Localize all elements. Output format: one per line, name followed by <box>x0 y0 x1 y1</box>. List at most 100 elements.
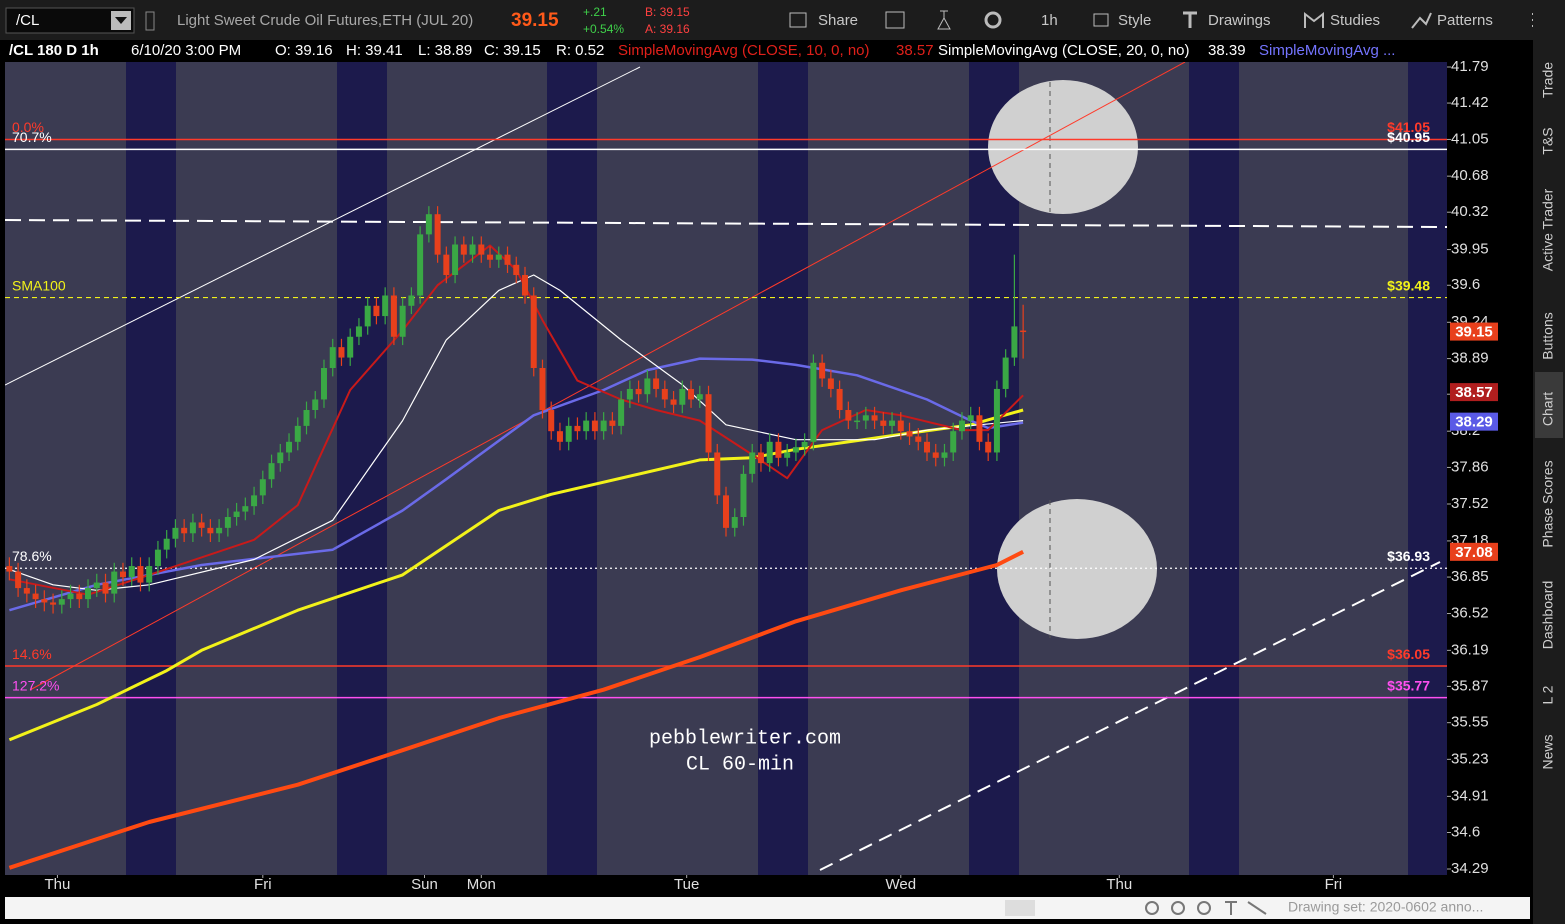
flask-icon[interactable] <box>937 10 951 30</box>
candle-body <box>294 425 301 442</box>
scroll-thumb[interactable] <box>1005 900 1035 916</box>
candle-body <box>58 599 65 605</box>
candle-body <box>941 452 948 458</box>
zoom-reset[interactable] <box>1171 901 1185 915</box>
candle-body <box>382 295 389 317</box>
level-name: SMA100 <box>12 277 66 293</box>
candle-body <box>23 588 30 594</box>
candle-body <box>443 254 450 276</box>
price-badge <box>1450 542 1498 561</box>
candle-body <box>810 362 817 442</box>
candle-body <box>513 264 520 276</box>
candle-body <box>277 452 284 464</box>
price-badge <box>1450 383 1498 402</box>
close-field: C: 39.15 <box>484 42 541 59</box>
candle-body <box>740 473 747 517</box>
moving-average <box>8 408 1024 742</box>
candle-body <box>565 425 572 442</box>
candle-body <box>286 441 293 453</box>
candle-body <box>609 420 616 426</box>
studies-button[interactable]: Studies <box>1330 12 1380 29</box>
candle-body <box>670 399 677 405</box>
candle-body <box>548 410 555 432</box>
moving-average <box>9 244 1024 596</box>
style-button[interactable]: Style <box>1118 12 1151 29</box>
candle-body <box>836 388 843 411</box>
sidebar-tab[interactable]: L 2 <box>1540 685 1556 704</box>
sidebar-tab[interactable]: Dashboard <box>1540 581 1556 650</box>
patterns-button[interactable]: Patterns <box>1437 12 1493 29</box>
candle-body <box>635 388 642 395</box>
candle-body <box>932 452 939 458</box>
sidebar-tab[interactable]: Phase Scores <box>1540 460 1556 547</box>
candle-body <box>889 420 896 426</box>
plot <box>5 62 1447 871</box>
price-badge <box>1450 412 1498 431</box>
candle-body <box>85 588 92 600</box>
candle-body <box>880 420 887 426</box>
candle-body <box>452 244 459 276</box>
sidebar-tab[interactable]: Chart <box>1540 392 1556 426</box>
price-badge-label: 37.08 <box>1455 544 1493 561</box>
candle-body <box>312 399 319 411</box>
candle-body <box>390 295 397 337</box>
symbol[interactable]: /CL <box>16 12 39 29</box>
candle-body <box>111 571 118 594</box>
zoom-out[interactable] <box>1145 901 1159 915</box>
candle-body <box>958 420 965 432</box>
drawings-button[interactable]: Drawings <box>1208 12 1271 29</box>
y-tick-label: 38.89 <box>1451 350 1489 367</box>
candle-body <box>993 388 1000 453</box>
candle-body <box>329 347 336 368</box>
sidebar-tab[interactable]: Buttons <box>1540 312 1556 359</box>
candle-body <box>679 388 686 405</box>
candle-body <box>399 305 406 337</box>
share-button[interactable]: Share <box>818 12 858 29</box>
candle-body <box>67 593 74 600</box>
candle-body <box>696 394 703 400</box>
x-tick-label: Fri <box>254 876 272 893</box>
sidebar-tab[interactable]: T&S <box>1540 127 1556 154</box>
sidebar-tab[interactable]: News <box>1540 734 1556 769</box>
candle-body <box>207 527 214 534</box>
candle-body <box>924 441 931 453</box>
candle-body <box>845 410 852 421</box>
candle-body <box>775 441 782 458</box>
candle-body <box>583 420 590 432</box>
dropdown-arrow <box>115 17 127 24</box>
change: +.21 <box>583 5 607 19</box>
candle-body <box>434 214 441 255</box>
zoom-tools[interactable] <box>1225 901 1267 915</box>
candle-body <box>976 415 983 442</box>
gear-icon[interactable] <box>984 11 1002 29</box>
highlight-circle <box>988 80 1138 214</box>
candle-body <box>626 388 633 400</box>
moving-average <box>8 550 1024 870</box>
price-badge-label: 39.15 <box>1455 324 1493 341</box>
y-tick-label: 37.86 <box>1451 458 1489 475</box>
candle-body <box>950 431 957 453</box>
candle-body <box>757 452 764 464</box>
y-tick-label: 41.42 <box>1451 94 1489 111</box>
zoom-in[interactable] <box>1197 901 1211 915</box>
ask: A: 39.16 <box>645 22 690 36</box>
snapshot-icon[interactable] <box>885 11 905 29</box>
link-icon[interactable] <box>145 11 155 31</box>
active-tab <box>1535 372 1563 438</box>
study-value: 38.39 <box>1208 42 1246 59</box>
x-tick-label: Tue <box>674 876 699 893</box>
candle-body <box>181 527 188 534</box>
sidebar-tab[interactable]: Active Trader <box>1540 188 1556 271</box>
candle-body <box>163 538 170 550</box>
level-value: $40.95 <box>1387 129 1430 145</box>
open-field: O: 39.16 <box>275 42 333 59</box>
y-tick-label: 37.52 <box>1451 495 1489 512</box>
candle-body <box>93 582 100 589</box>
candle-body <box>487 254 494 260</box>
interval-button[interactable]: 1h <box>1041 12 1058 29</box>
candle-body <box>216 527 223 534</box>
level-name: 78.6% <box>12 548 52 564</box>
sidebar-tab[interactable]: Trade <box>1540 62 1556 98</box>
candle-body <box>50 602 57 605</box>
